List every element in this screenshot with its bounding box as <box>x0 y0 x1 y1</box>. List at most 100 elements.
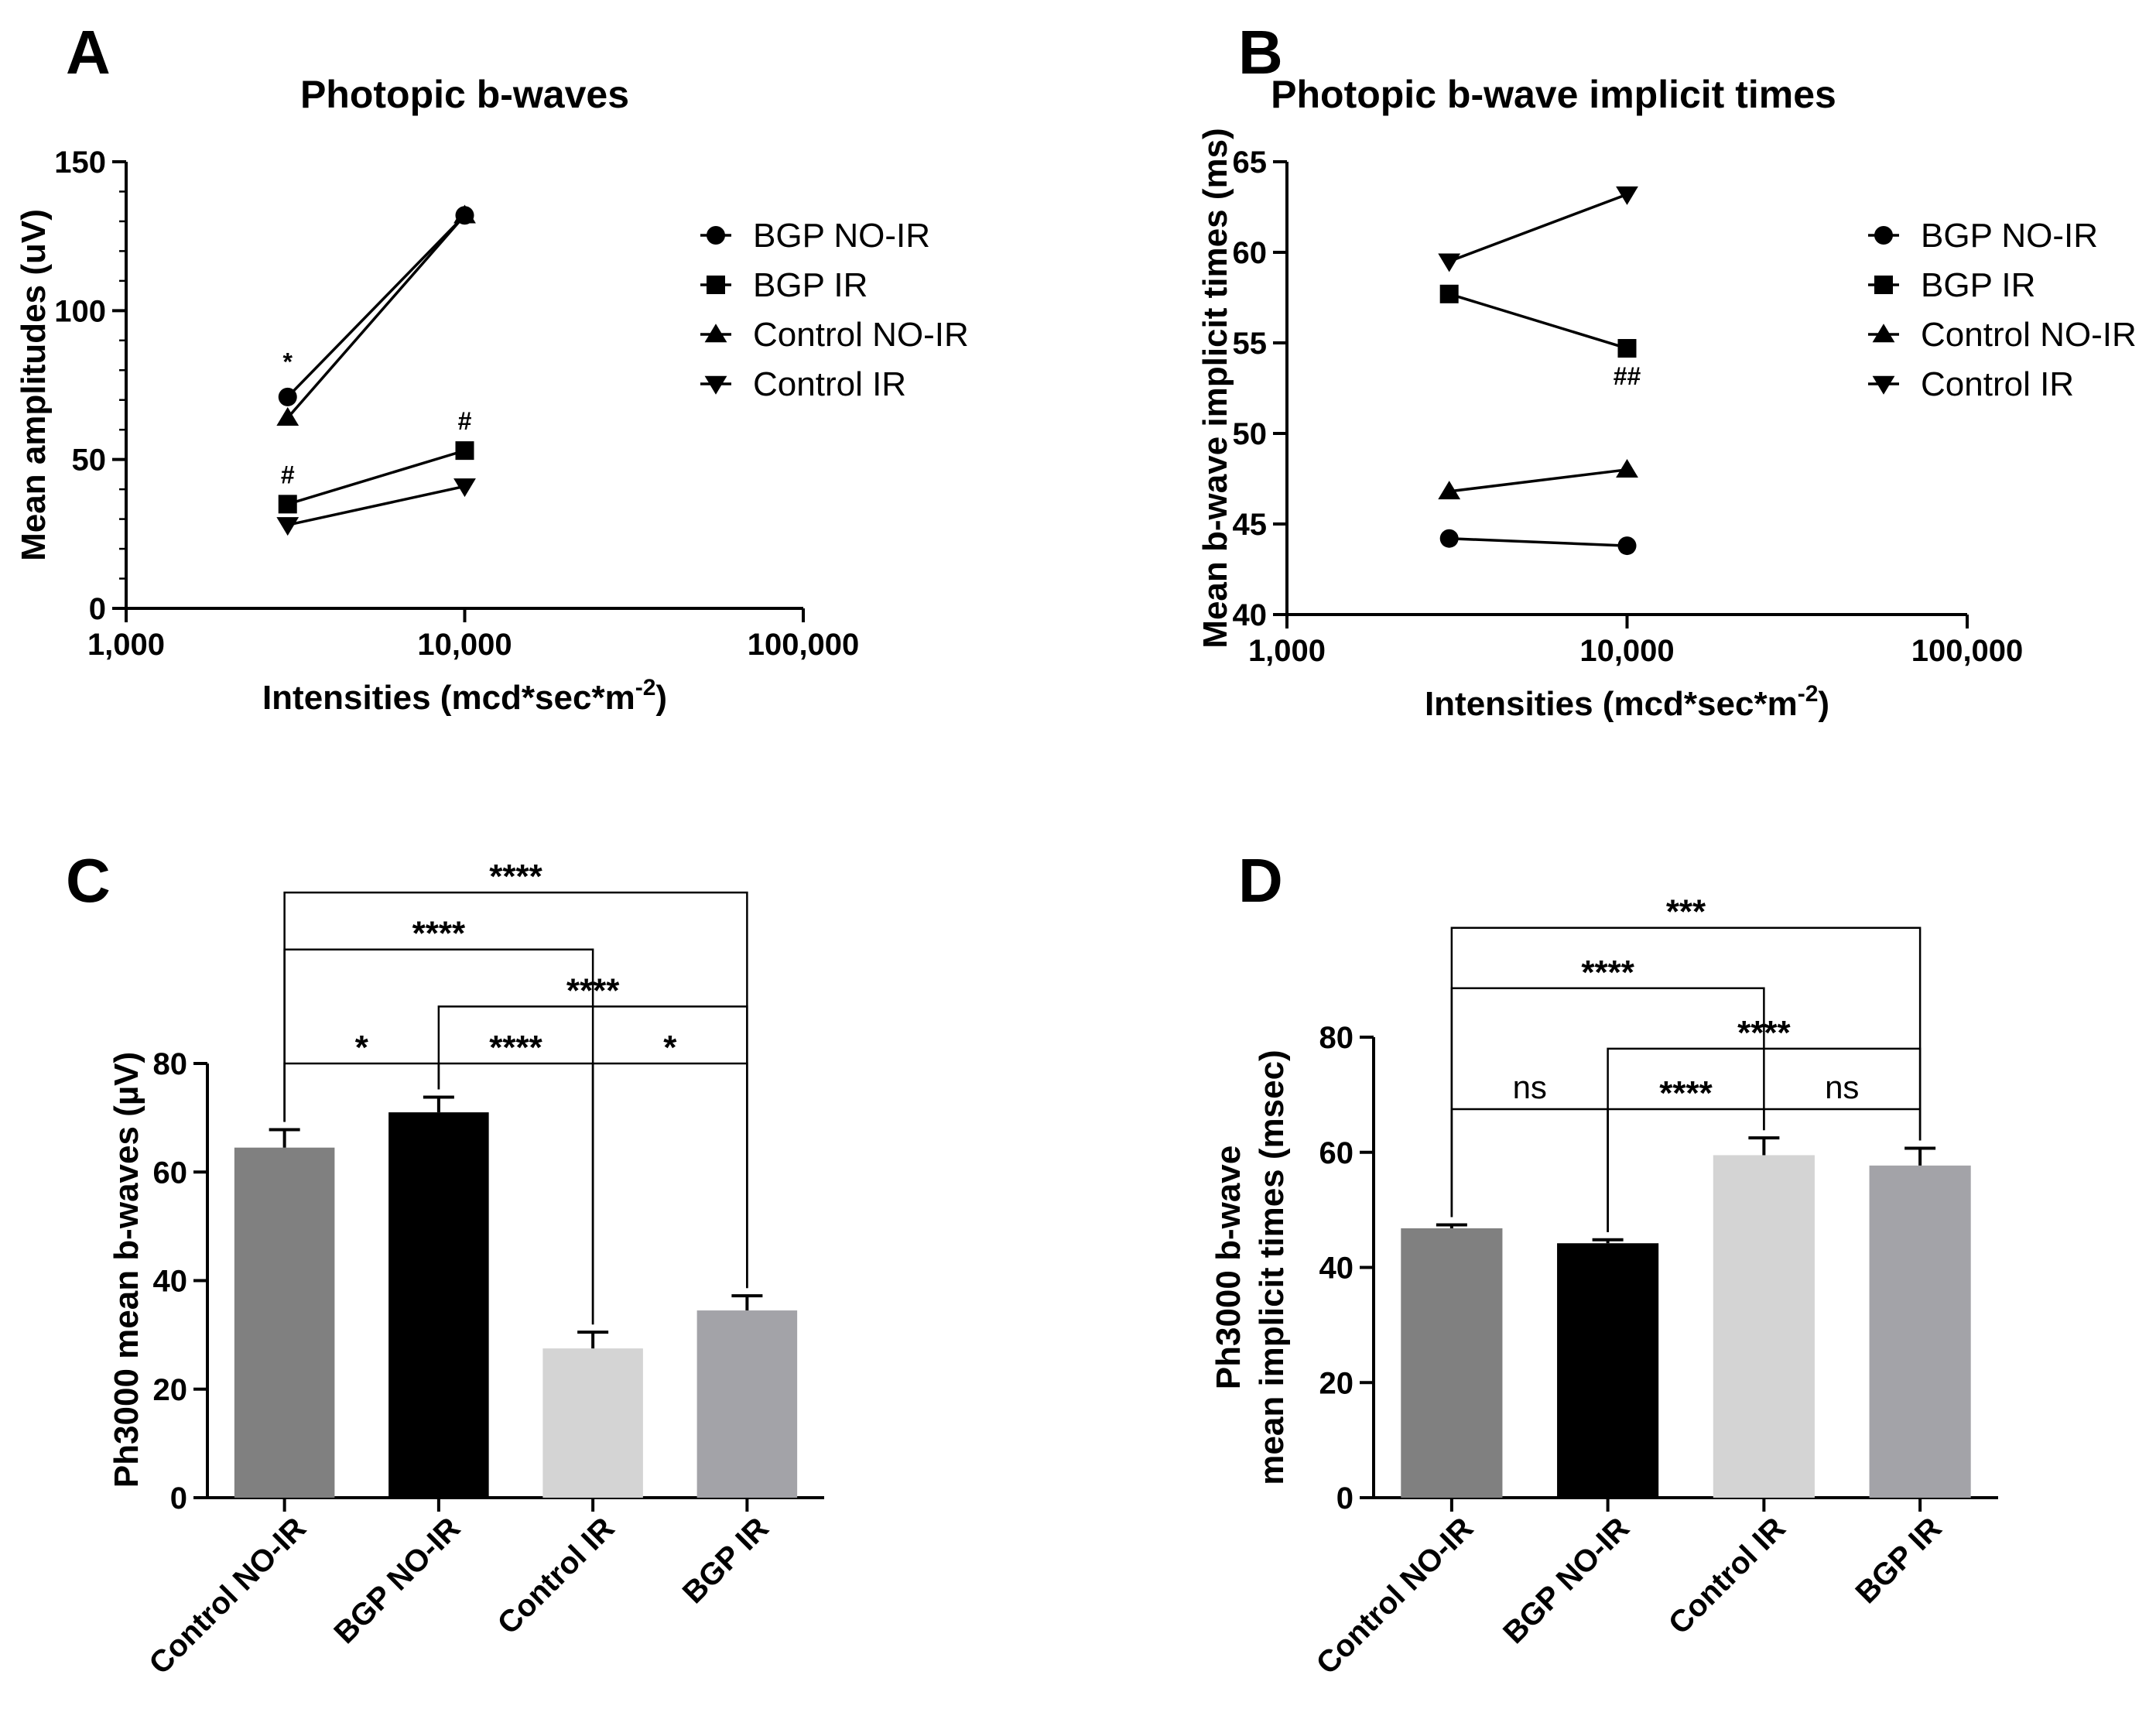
series-bgp-no-ir <box>1439 529 1637 556</box>
legend-marker-bgp-no-ir <box>1874 226 1893 245</box>
series-control-no-ir <box>276 204 476 426</box>
x-tick-label-bgp-ir: BGP IR <box>676 1511 775 1610</box>
y-tick-label: 50 <box>1233 417 1268 451</box>
y-tick-label: 60 <box>1233 236 1268 270</box>
data-point-bgp-ir <box>278 495 297 514</box>
y-tick-label: 55 <box>1233 327 1268 361</box>
error-bar-bgp-no-ir <box>1592 1238 1624 1244</box>
y-tick-label: 40 <box>1233 598 1268 632</box>
significance-bracket: * <box>283 1029 440 1122</box>
y-tick-label: 0 <box>1336 1481 1353 1515</box>
bar-bgp-no-ir <box>1557 1243 1659 1498</box>
chart-title: Photopic b-wave implicit times <box>1271 73 1836 116</box>
legend-label: Control NO-IR <box>1921 316 2137 354</box>
y-tick-label: 65 <box>1233 146 1268 180</box>
x-tick-label: 10,000 <box>417 628 512 662</box>
legend-marker-control-no-ir <box>704 324 727 343</box>
bar-bgp-ir <box>696 1310 798 1498</box>
x-tick-label-bgp-no-ir: BGP NO-IR <box>1497 1511 1636 1650</box>
data-point-control-no-ir <box>1438 481 1461 500</box>
y-tick-label: 80 <box>1319 1021 1354 1055</box>
error-bar-control-no-ir <box>269 1128 300 1148</box>
bar-bgp-no-ir <box>388 1112 489 1498</box>
bracket-line <box>1450 1108 1609 1232</box>
series-line-control-ir <box>1449 193 1628 263</box>
x-tick-label: 1,000 <box>87 628 165 662</box>
data-point-bgp-no-ir <box>1617 536 1637 556</box>
significance-label: **** <box>489 858 542 896</box>
significance-label: **** <box>1581 954 1634 991</box>
significance-label: ns <box>1513 1069 1547 1105</box>
y-axis-label: Mean b-wave implicit times (ms) <box>1196 128 1234 648</box>
significance-bracket: **** <box>283 858 748 1289</box>
significance-label: **** <box>489 1029 542 1067</box>
data-point-control-ir <box>1438 253 1461 272</box>
x-tick-label: 10,000 <box>1579 634 1674 668</box>
bar-control-ir <box>1713 1155 1815 1498</box>
significance-bracket: **** <box>1450 954 1765 1218</box>
series-line-bgp-ir <box>287 449 466 506</box>
series-control-ir <box>1438 186 1638 272</box>
y-tick-label: 60 <box>1319 1136 1354 1170</box>
error-bar-bgp-ir <box>731 1294 763 1311</box>
legend-label: BGP NO-IR <box>753 217 930 255</box>
legend-marker-control-ir <box>1872 375 1895 395</box>
series-line-bgp-no-ir <box>1449 536 1627 547</box>
legend-item-control-no-ir: Control NO-IR <box>700 316 969 354</box>
y-tick-label: 50 <box>72 444 107 478</box>
y-tick-label: 80 <box>153 1047 188 1081</box>
y-axis-label-line-2: mean implicit times (msec) <box>1253 1050 1291 1485</box>
bracket-line <box>1450 926 1922 1218</box>
x-axis-label: Intensities (mcd*sec*m-2) <box>262 675 667 717</box>
bracket-line <box>1763 1108 1922 1141</box>
y-axis-label: Mean amplitudes (uV) <box>15 209 53 561</box>
legend-marker-control-no-ir <box>1872 324 1895 343</box>
legend-marker-bgp-no-ir <box>707 226 725 245</box>
data-point-bgp-ir <box>455 441 474 461</box>
error-bar-control-no-ir <box>1436 1223 1467 1228</box>
data-point-control-no-ir <box>453 204 476 224</box>
significance-annotation: ## <box>1614 362 1641 390</box>
series-line-control-ir <box>287 485 465 527</box>
data-point-control-no-ir <box>276 407 299 426</box>
error-bar-bgp-ir <box>1904 1146 1936 1166</box>
significance-label: * <box>663 1029 677 1067</box>
significance-annotation: # <box>281 461 295 488</box>
y-tick-label: 20 <box>1319 1366 1354 1400</box>
error-bar-bgp-no-ir <box>423 1095 454 1113</box>
legend-label: Control NO-IR <box>753 316 969 354</box>
legend-item-bgp-ir: BGP IR <box>700 266 868 304</box>
panel-letter-b: B <box>1238 18 1283 87</box>
legend-item-bgp-ir: BGP IR <box>1868 266 2035 304</box>
legend-label: BGP IR <box>753 266 868 304</box>
significance-label: * <box>355 1029 369 1067</box>
chart-title: Photopic b-waves <box>300 73 629 116</box>
data-point-control-ir <box>453 478 476 498</box>
x-tick-label: 100,000 <box>1911 634 2024 668</box>
data-point-control-no-ir <box>1616 459 1638 478</box>
bracket-line <box>591 1062 748 1325</box>
x-tick-label: 100,000 <box>748 628 860 662</box>
y-axis-label: Ph3000 b-wave <box>1210 1146 1247 1390</box>
chart-c-mean-b-waves: 0 20 40 60 80 Control NO-IR BGP NO-IR Control I… <box>108 858 824 1681</box>
x-tick-label-control-no-ir: Control NO-IR <box>142 1511 313 1681</box>
significance-label: *** <box>1666 893 1706 931</box>
significance-annotation: * <box>283 348 293 375</box>
x-axis-label: Intensities (mcd*sec*m-2) <box>1425 681 1829 723</box>
significance-bracket: ns <box>1450 1069 1609 1232</box>
x-tick-label-control-ir: Control IR <box>1662 1511 1792 1641</box>
legend-item-bgp-no-ir: BGP NO-IR <box>1868 217 2098 255</box>
legend-item-control-ir: Control IR <box>1868 365 2074 403</box>
legend-label: Control IR <box>753 365 906 403</box>
legend-marker-bgp-ir <box>1874 276 1893 294</box>
series-control-no-ir <box>1438 459 1638 500</box>
y-tick-label: 40 <box>1319 1252 1354 1286</box>
legend-marker-control-ir <box>704 375 727 395</box>
bar-control-no-ir <box>1401 1228 1503 1498</box>
bar-bgp-ir <box>1869 1165 1971 1498</box>
significance-label: ns <box>1825 1069 1859 1105</box>
significance-label: **** <box>1659 1074 1713 1112</box>
y-tick-label: 100 <box>54 294 106 328</box>
bracket-line <box>283 891 748 1289</box>
